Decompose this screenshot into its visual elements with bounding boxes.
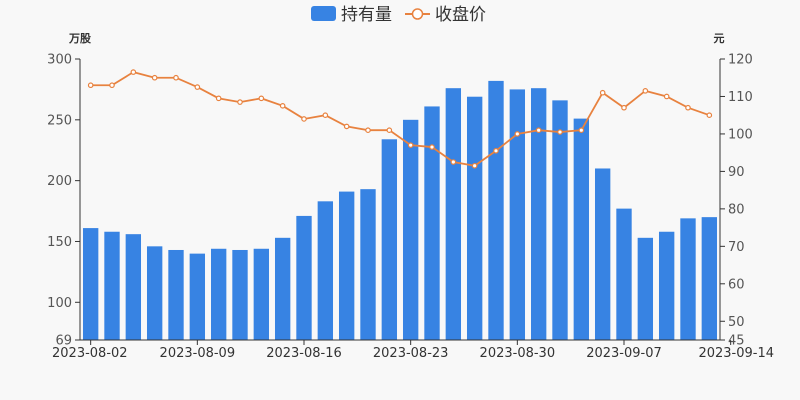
legend-item-line[interactable]: 收盘价 — [405, 5, 486, 25]
legend-line-marker — [411, 8, 424, 20]
price-point-4[interactable] — [173, 74, 179, 81]
price-point-0[interactable] — [87, 82, 94, 89]
x-axis-ticks: 2023-08-02 2023-08-09 2023-08-16 2023-08-23… — [52, 340, 774, 361]
legend[interactable]: 持有量 收盘价 — [311, 5, 486, 25]
bar-2[interactable] — [125, 234, 142, 340]
right-tick-label-8: 120 — [728, 53, 753, 68]
left-axis-unit: 万股 — [68, 32, 92, 45]
bar-10[interactable] — [296, 215, 312, 340]
right-tick-label-6: 100 — [728, 127, 753, 142]
bar-24[interactable] — [594, 168, 611, 340]
right-tick-label-4: 80 — [728, 202, 745, 217]
left-tick-label-5: 300 — [47, 53, 72, 68]
bar-4[interactable] — [168, 249, 184, 340]
price-point-17[interactable] — [450, 159, 457, 165]
price-point-1[interactable] — [109, 82, 115, 89]
price-point-10[interactable] — [301, 116, 307, 122]
bar-25[interactable] — [616, 208, 632, 340]
price-point-18[interactable] — [471, 162, 478, 169]
right-tick-label-1: 50 — [728, 315, 745, 330]
right-tick-label-5: 90 — [728, 165, 745, 180]
bars-layer — [82, 80, 718, 341]
price-point-2[interactable] — [130, 69, 137, 75]
bar-11[interactable] — [317, 201, 334, 340]
left-axis-ticks: 69 100 150 200 250 300 — [47, 53, 80, 349]
left-tick-label-0: 69 — [55, 334, 72, 349]
price-point-28[interactable] — [685, 104, 691, 111]
x-tick-label-1: 2023-08-09 — [160, 346, 236, 361]
bar-23[interactable] — [573, 118, 590, 340]
bar-14[interactable] — [381, 139, 398, 340]
price-point-8[interactable] — [258, 95, 265, 102]
price-point-27[interactable] — [663, 93, 670, 100]
price-point-7[interactable] — [237, 99, 243, 105]
price-point-6[interactable] — [215, 95, 222, 102]
x-tick-label-4: 2023-08-30 — [480, 346, 556, 361]
right-tick-label-7: 110 — [728, 90, 753, 105]
bar-28[interactable] — [680, 218, 696, 340]
bar-3[interactable] — [146, 246, 163, 340]
bar-20[interactable] — [509, 89, 526, 340]
x-tick-label-6: 2023-09-14 — [698, 346, 774, 361]
price-point-14[interactable] — [386, 127, 393, 133]
bar-8[interactable] — [253, 248, 270, 340]
price-point-25[interactable] — [621, 104, 627, 111]
price-point-23[interactable] — [578, 127, 585, 133]
bar-29[interactable] — [701, 217, 718, 340]
price-point-21[interactable] — [535, 127, 542, 133]
price-point-19[interactable] — [493, 147, 499, 154]
bar-18[interactable] — [466, 96, 483, 341]
price-point-22[interactable] — [557, 129, 563, 135]
legend-bar-swatch — [311, 6, 336, 21]
left-tick-label-4: 250 — [47, 113, 72, 128]
legend-bar-label: 持有量 — [341, 5, 392, 25]
right-tick-label-0: 45 — [728, 334, 745, 349]
price-point-11[interactable] — [322, 112, 329, 119]
bar-27[interactable] — [658, 231, 675, 340]
bar-26[interactable] — [637, 237, 654, 340]
price-point-5[interactable] — [194, 84, 201, 90]
right-tick-label-2: 60 — [728, 277, 745, 292]
x-tick-label-0: 2023-08-02 — [52, 346, 128, 361]
left-tick-label-2: 150 — [47, 235, 72, 250]
line-layer — [87, 69, 713, 169]
bar-17[interactable] — [445, 88, 462, 340]
bar-6[interactable] — [210, 248, 227, 340]
x-tick-label-5: 2023-09-07 — [586, 346, 662, 361]
price-point-29[interactable] — [706, 112, 713, 119]
price-point-3[interactable] — [151, 74, 158, 81]
price-line — [90, 71, 710, 167]
price-point-15[interactable] — [407, 142, 414, 148]
legend-line-label: 收盘价 — [435, 5, 486, 25]
price-point-24[interactable] — [599, 89, 606, 96]
right-axis-ticks: 45 50 60 70 80 90 100 110 120 — [720, 53, 753, 349]
price-point-16[interactable] — [429, 144, 435, 150]
x-tick-label-3: 2023-08-23 — [373, 346, 449, 361]
price-point-26[interactable] — [642, 88, 649, 94]
left-tick-label-3: 200 — [47, 174, 72, 189]
x-tick-label-2: 2023-08-16 — [266, 346, 342, 361]
right-axis-unit: 元 — [714, 32, 725, 45]
price-point-9[interactable] — [279, 103, 286, 109]
bar-0[interactable] — [82, 228, 99, 340]
right-tick-label-3: 70 — [728, 240, 745, 255]
bar-12[interactable] — [338, 191, 355, 340]
bar-1[interactable] — [104, 231, 120, 340]
bar-21[interactable] — [530, 88, 547, 340]
price-point-13[interactable] — [365, 127, 371, 133]
bar-15[interactable] — [402, 119, 419, 340]
bar-16[interactable] — [424, 106, 440, 340]
bar-22[interactable] — [552, 100, 568, 340]
bar-19[interactable] — [488, 80, 504, 341]
left-tick-label-1: 100 — [47, 296, 72, 311]
price-point-20[interactable] — [514, 131, 521, 137]
bar-13[interactable] — [360, 189, 376, 340]
bar-9[interactable] — [274, 237, 291, 340]
bar-7[interactable] — [232, 249, 248, 340]
legend-item-bar[interactable]: 持有量 — [311, 5, 392, 25]
bar-5[interactable] — [189, 253, 206, 340]
price-point-12[interactable] — [343, 123, 350, 130]
